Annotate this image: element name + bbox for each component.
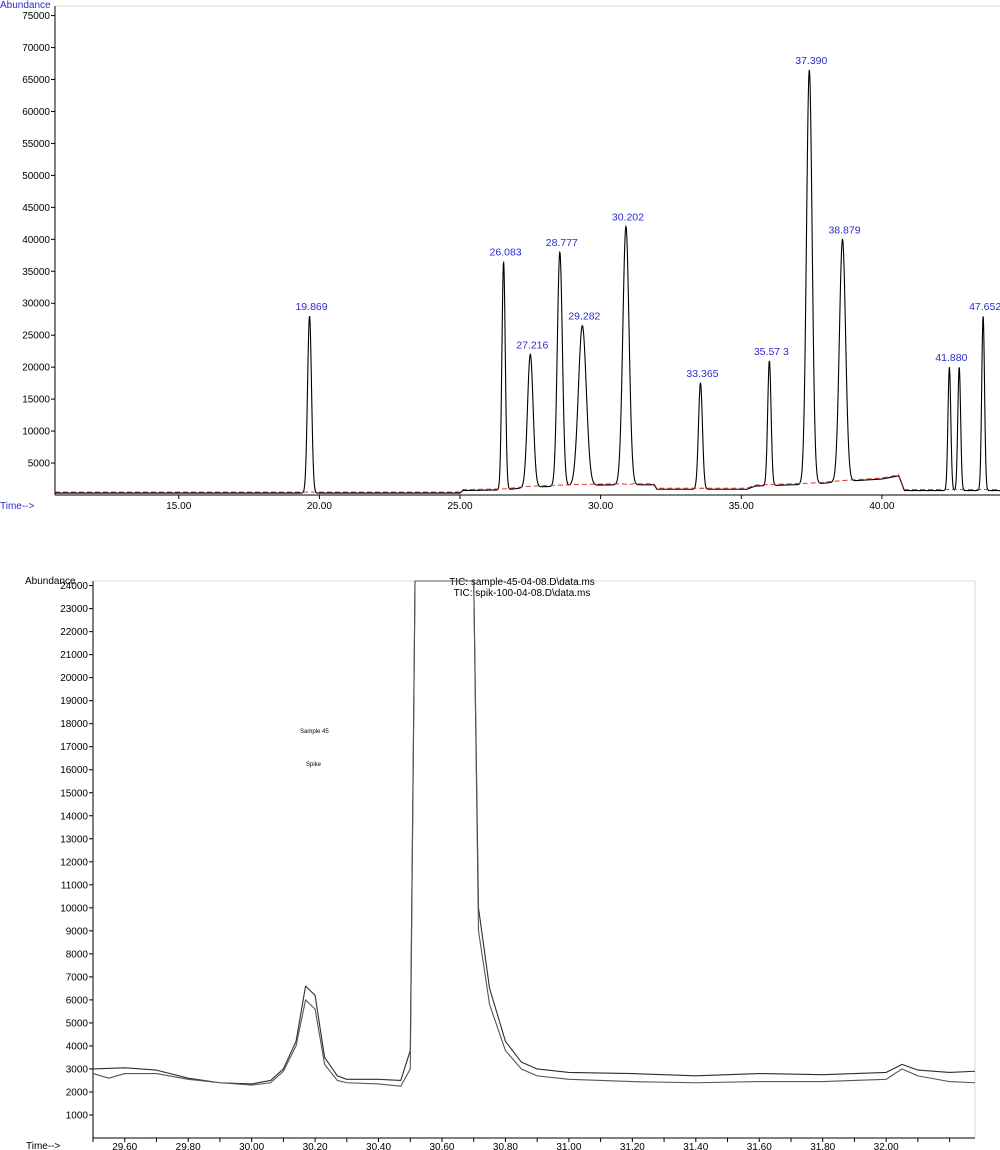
bottom-y-tick-label: 21000 — [60, 650, 88, 661]
bottom-y-tick-label: 6000 — [66, 995, 89, 1006]
bottom-x-tick-label: 31.20 — [620, 1142, 645, 1150]
top-y-tick-label: 20000 — [22, 363, 50, 374]
bottom-y-axis-title: Abundance — [25, 576, 76, 587]
bottom-y-tick-label: 14000 — [60, 811, 88, 822]
bottom-y-tick-label: 2000 — [66, 1087, 89, 1098]
top-chromatogram-panel: Abundance Time--> 5000 10000 15000 20000 250… — [0, 0, 1000, 512]
top-x-tick-label: 15.00 — [166, 501, 191, 512]
bottom-x-tick-label: 30.60 — [429, 1142, 454, 1150]
bottom-y-tick-label: 8000 — [66, 949, 89, 960]
top-y-tick-label: 45000 — [22, 203, 50, 214]
top-y-tick-label: 75000 — [22, 11, 50, 22]
bottom-y-tick-label: 13000 — [60, 834, 88, 845]
legend-entry-sample-45: TIC: sample-45-04-08.D\data.ms — [449, 577, 595, 588]
top-y-tick-label: 15000 — [22, 395, 50, 406]
bottom-x-tick-label: 31.00 — [556, 1142, 581, 1150]
top-y-tick-label: 70000 — [22, 43, 50, 54]
bottom-y-tick-label: 19000 — [60, 696, 88, 707]
peak-label: 33.365 — [686, 368, 718, 380]
bottom-x-tick-label: 29.60 — [112, 1142, 137, 1150]
bottom-y-tick-label: 10000 — [60, 903, 88, 914]
bottom-y-tick-label: 15000 — [60, 788, 88, 799]
top-x-axis-title: Time--> — [0, 501, 35, 512]
bottom-x-tick-label: 29.80 — [176, 1142, 201, 1150]
top-y-tick-label: 55000 — [22, 139, 50, 150]
bottom-y-tick-label: 12000 — [60, 857, 88, 868]
bottom-y-tick-label: 3000 — [66, 1064, 89, 1075]
bottom-y-tick-label: 5000 — [66, 1018, 89, 1029]
bottom-x-tick-label: 31.80 — [810, 1142, 835, 1150]
top-y-tick-label: 35000 — [22, 267, 50, 278]
annotation-sample-45: Sample 45 — [300, 729, 329, 735]
peak-label: 35.57 3 — [754, 346, 789, 358]
peak-label: 28.777 — [546, 237, 578, 249]
top-y-tick-label: 5000 — [28, 459, 51, 470]
trace-sample-45 — [92, 580, 976, 1085]
top-x-tick-label: 40.00 — [869, 501, 894, 512]
bottom-y-tick-label: 18000 — [60, 719, 88, 730]
bottom-y-tick-label: 22000 — [60, 627, 88, 638]
bottom-y-tick-label: 9000 — [66, 926, 89, 937]
bottom-y-tick-label: 11000 — [61, 880, 89, 891]
peak-label: 38.879 — [828, 224, 860, 236]
top-y-tick-label: 40000 — [22, 235, 50, 246]
top-y-axis-title: Abundance — [0, 0, 51, 11]
bottom-y-tick-label: 4000 — [66, 1041, 89, 1052]
bottom-y-tick-label: 16000 — [60, 765, 88, 776]
top-x-tick-label: 30.00 — [588, 501, 613, 512]
peak-label: 29.282 — [568, 311, 600, 323]
legend-entry-spike-100: TIC: spik-100-04-08.D\data.ms — [454, 588, 591, 599]
bottom-x-axis-title: Time--> — [26, 1141, 61, 1150]
top-x-tick-label: 25.00 — [447, 501, 472, 512]
top-x-tick-label: 20.00 — [307, 501, 332, 512]
bottom-chromatogram-panel: Abundance Time--> TIC: sample-45-04-08.D… — [25, 576, 976, 1150]
bottom-y-tick-label: 20000 — [60, 673, 88, 684]
top-tic-trace — [55, 69, 1000, 494]
bottom-x-tick-label: 31.40 — [683, 1142, 708, 1150]
top-y-tick-label: 50000 — [22, 171, 50, 182]
bottom-y-tick-label: 7000 — [66, 972, 89, 983]
peak-label: 30.202 — [612, 212, 644, 224]
bottom-y-tick-label: 23000 — [60, 604, 88, 615]
peak-label: 26.083 — [490, 247, 522, 259]
top-x-tick-label: 35.00 — [729, 501, 754, 512]
trace-spike-100 — [92, 580, 976, 1087]
bottom-y-tick-label: 17000 — [60, 742, 88, 753]
top-y-tick-label: 60000 — [22, 107, 50, 118]
bottom-x-tick-label: 30.00 — [239, 1142, 264, 1150]
top-y-tick-label: 30000 — [22, 299, 50, 310]
peak-label: 37.390 — [795, 55, 827, 67]
top-integration-baseline — [55, 474, 1000, 493]
top-y-tick-label: 25000 — [22, 331, 50, 342]
bottom-y-tick-label: 1000 — [66, 1110, 89, 1121]
peak-label: 47.652 — [969, 301, 1000, 313]
bottom-x-tick-label: 31.60 — [747, 1142, 772, 1150]
bottom-x-tick-label: 30.20 — [303, 1142, 328, 1150]
bottom-x-tick-label: 30.40 — [366, 1142, 391, 1150]
peak-label: 27.216 — [516, 339, 548, 351]
top-y-tick-label: 10000 — [22, 427, 50, 438]
top-y-tick-label: 65000 — [22, 75, 50, 86]
annotation-spike: Spike — [306, 762, 322, 768]
peak-label: 41.880 — [935, 352, 967, 364]
peak-label: 19.869 — [295, 301, 327, 313]
bottom-y-tick-label: 24000 — [60, 581, 88, 592]
bottom-x-tick-label: 32.00 — [874, 1142, 899, 1150]
bottom-x-tick-label: 30.80 — [493, 1142, 518, 1150]
